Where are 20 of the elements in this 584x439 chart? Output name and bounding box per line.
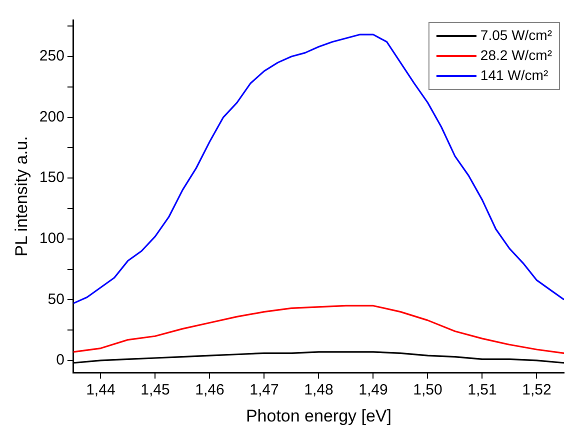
y-axis-title: PL intensity a.u. xyxy=(12,136,31,256)
x-tick-label: 1,46 xyxy=(195,382,224,399)
y-tick-label: 0 xyxy=(56,352,64,369)
legend-label: 141 W/cm² xyxy=(480,66,548,83)
y-tick-label: 200 xyxy=(39,108,64,126)
y-tick-label: 100 xyxy=(39,230,64,247)
x-tick-label: 1,52 xyxy=(522,382,552,399)
x-tick-label: 1,48 xyxy=(304,382,334,399)
legend-label: 28.2 W/cm² xyxy=(480,46,552,63)
y-tick-label: 250 xyxy=(39,48,64,65)
y-tick-label: 150 xyxy=(39,169,64,186)
x-tick-label: 1,50 xyxy=(413,382,442,399)
x-tick-label: 1,51 xyxy=(468,382,497,399)
x-tick-label: 1,45 xyxy=(140,382,170,399)
x-tick-label: 1,49 xyxy=(358,382,388,399)
legend-label: 7.05 W/cm² xyxy=(480,26,552,43)
x-tick-label: 1,47 xyxy=(250,382,279,399)
x-axis-title: Photon energy [eV] xyxy=(246,406,392,426)
y-tick-label: 50 xyxy=(48,290,64,308)
x-tick-label: 1,44 xyxy=(86,382,116,399)
